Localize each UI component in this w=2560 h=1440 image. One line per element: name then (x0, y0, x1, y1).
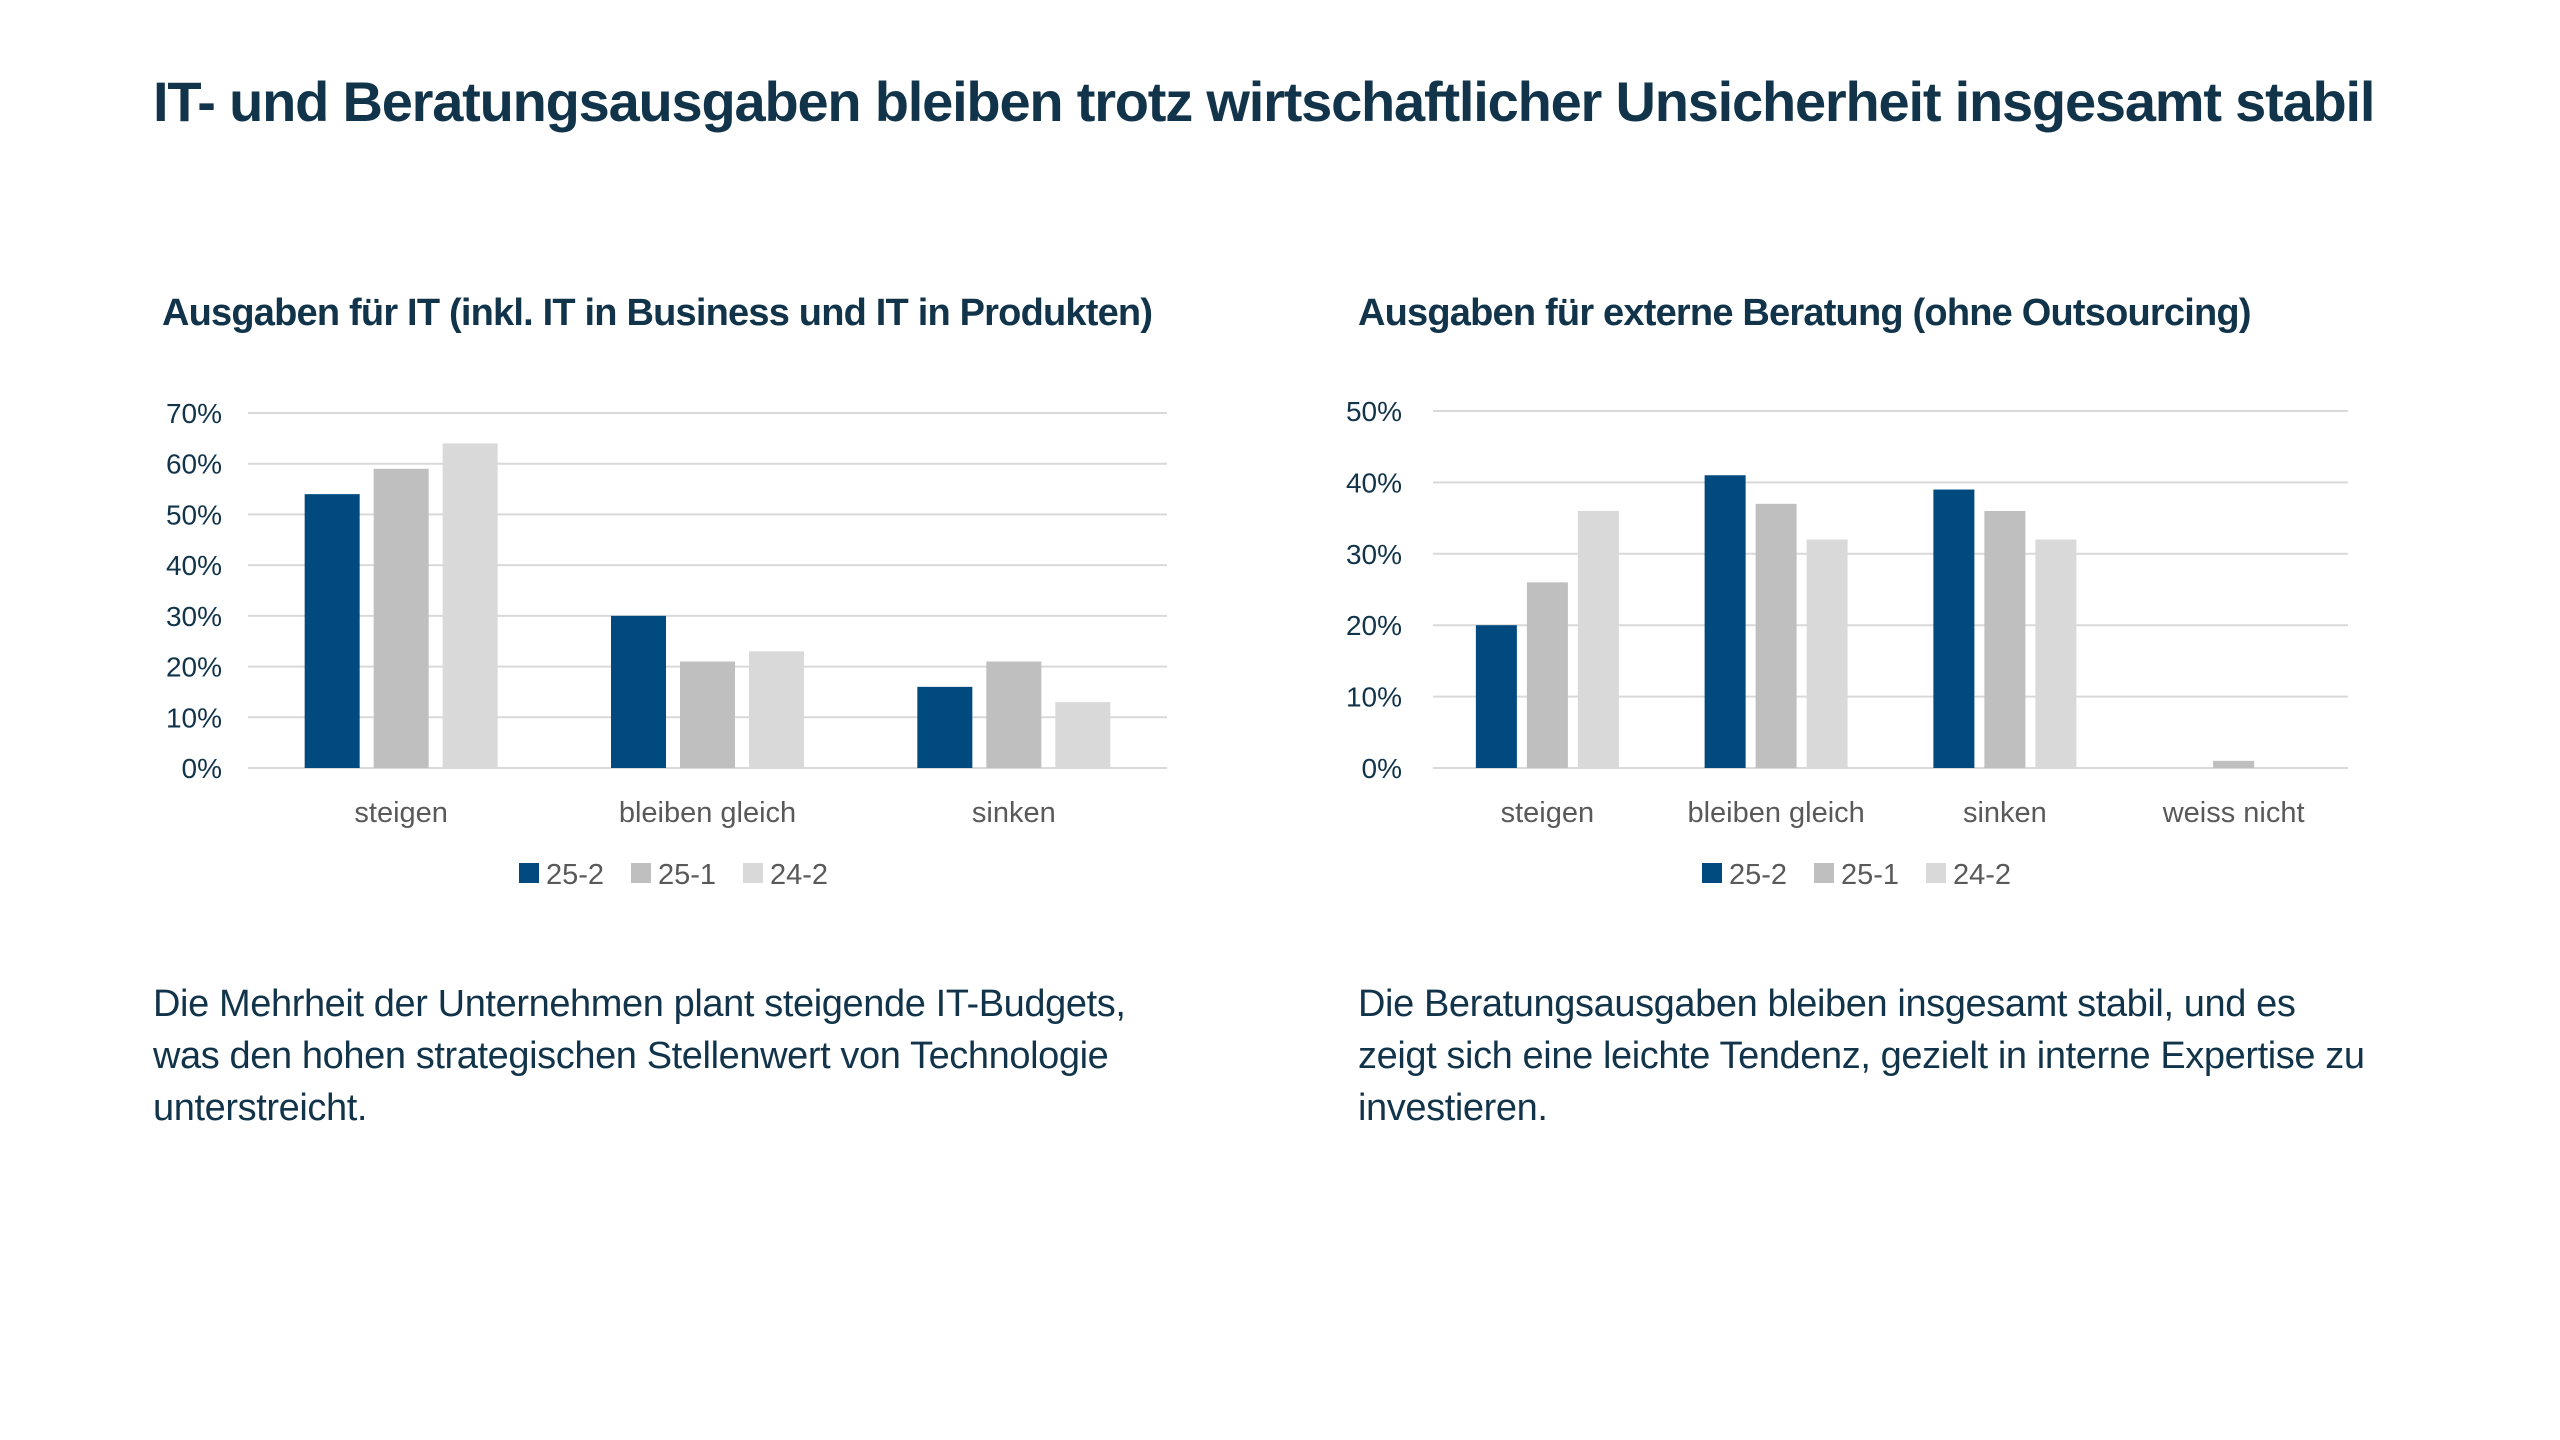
bar-24-2 (1577, 510, 1619, 768)
y-tick-label: 0% (1362, 753, 1402, 784)
bar-25-1 (1526, 582, 1568, 768)
bar-25-2 (917, 686, 973, 768)
bar-24-2 (1055, 702, 1111, 768)
y-tick-label: 0% (182, 753, 222, 784)
legend-swatch (631, 863, 651, 883)
x-tick-label: sinken (1963, 797, 2047, 829)
legend-swatch (1926, 863, 1946, 883)
bar-25-1 (1755, 503, 1797, 768)
bar-25-1 (680, 661, 735, 768)
x-tick-label: sinken (972, 797, 1056, 829)
y-tick-label: 50% (1346, 396, 1402, 427)
bar-24-2 (1806, 539, 1848, 768)
legend-swatch (519, 863, 539, 883)
y-tick-label: 20% (166, 652, 222, 683)
bar-25-1 (1984, 510, 2026, 768)
legend-label: 25-1 (658, 859, 716, 891)
legend-swatch (1814, 863, 1834, 883)
y-tick-label: 60% (166, 449, 222, 480)
legend-swatch (1702, 863, 1722, 883)
y-tick-label: 40% (1346, 467, 1402, 498)
bar-24-2 (2035, 539, 2077, 768)
y-tick-label: 50% (166, 499, 222, 530)
bar-25-2 (1933, 489, 1975, 768)
legend-label: 25-2 (1729, 859, 1787, 891)
legend-label: 25-1 (1841, 859, 1899, 891)
y-tick-label: 30% (1346, 539, 1402, 570)
x-tick-label: weiss nicht (2162, 797, 2305, 829)
y-tick-label: 10% (1346, 682, 1402, 713)
y-tick-label: 70% (166, 398, 222, 429)
bar-25-2 (1475, 625, 1517, 768)
bar-24-2 (442, 443, 498, 768)
x-tick-label: bleiben gleich (619, 797, 796, 829)
left-commentary: Die Mehrheit der Unternehmen plant steig… (153, 983, 1126, 1129)
bar-25-2 (304, 494, 360, 768)
legend-label: 25-2 (546, 859, 604, 891)
x-tick-label: steigen (1501, 797, 1595, 829)
chart-it-spending: 0% 10% 20% 30% 40% 50% 60% 70% steigen bleiben gl… (166, 398, 1167, 891)
legend-swatch (743, 863, 763, 883)
bar-25-2 (1704, 475, 1746, 768)
chart-title-consulting: Ausgaben für externe Beratung (ohne Outs… (1358, 292, 2251, 334)
x-tick-label: steigen (354, 797, 448, 829)
y-tick-label: 10% (166, 702, 222, 733)
bar-25-1 (373, 468, 429, 768)
page-title: IT- und Beratungsausgaben bleiben trotz … (153, 70, 2375, 133)
y-tick-label: 30% (166, 601, 222, 632)
bar-25-1 (2213, 760, 2255, 768)
chart-title-it: Ausgaben für IT (inkl. IT in Business un… (162, 292, 1153, 334)
chart-consulting-spending: 0% 10% 20% 30% 40% 50% steigen bleiben gleich si… (1346, 396, 2348, 891)
legend-label: 24-2 (1953, 859, 2011, 891)
y-tick-label: 40% (166, 550, 222, 581)
legend-label: 24-2 (770, 859, 828, 891)
right-commentary: Die Beratungsausgaben bleiben insgesamt … (1358, 983, 2365, 1129)
bar-25-1 (986, 661, 1042, 768)
y-tick-label: 20% (1346, 610, 1402, 641)
bar-24-2 (749, 651, 804, 768)
x-tick-label: bleiben gleich (1687, 797, 1864, 829)
bar-25-2 (611, 615, 666, 768)
